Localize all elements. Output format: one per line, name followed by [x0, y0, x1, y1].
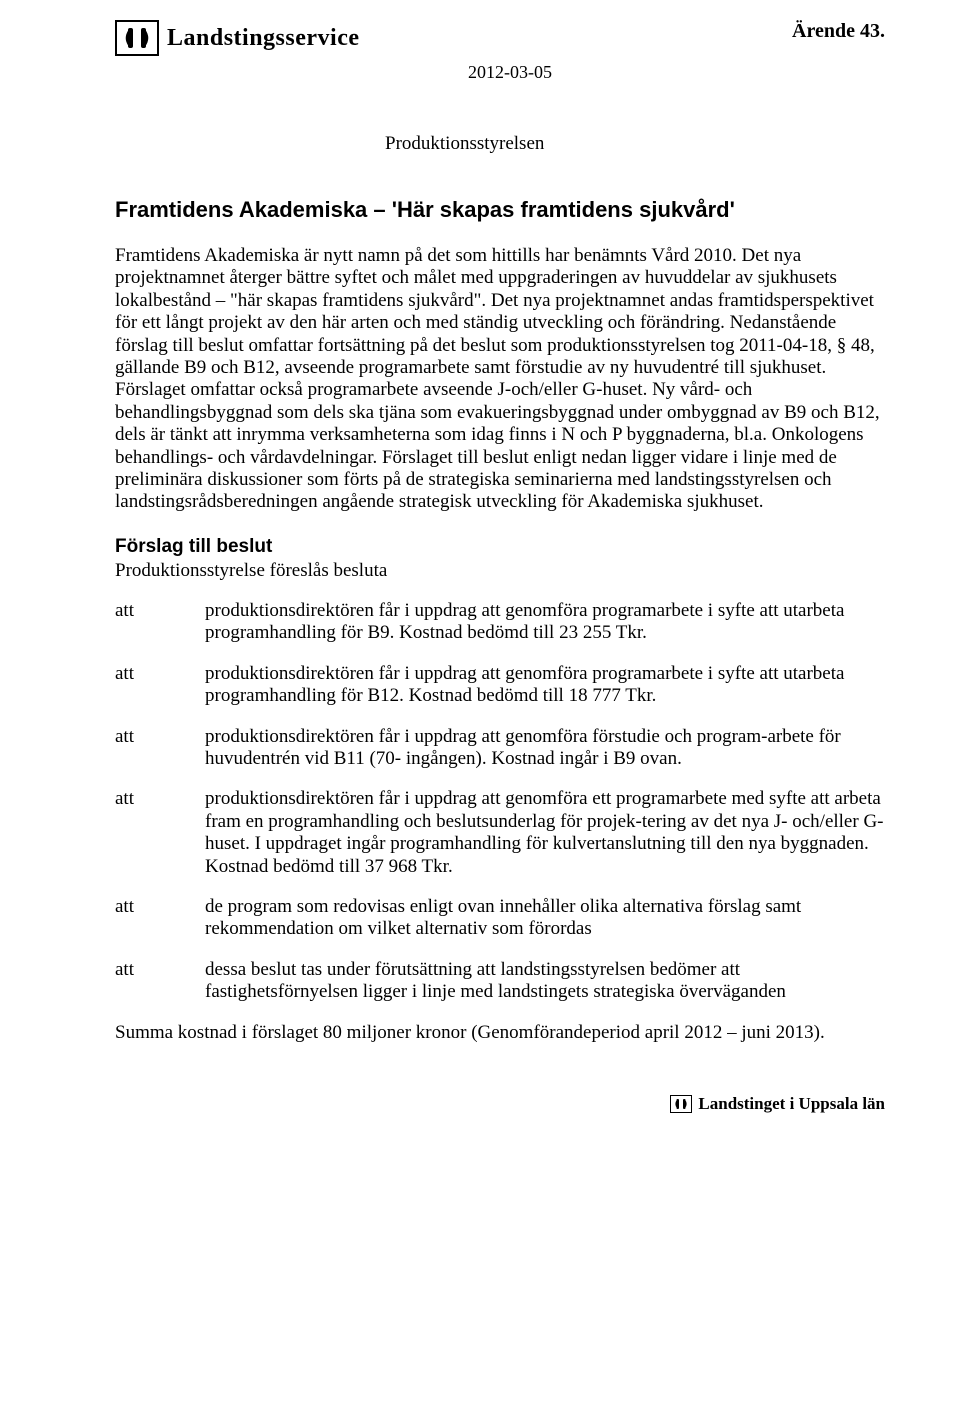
resolution-text: produktionsdirektören får i uppdrag att … [205, 726, 885, 771]
arende-label: Ärende 43. [792, 20, 885, 43]
resolution-key: att [115, 788, 143, 878]
summary-line: Summa kostnad i förslaget 80 miljoner kr… [115, 1022, 885, 1044]
resolution-key: att [115, 959, 143, 1004]
resolution-heading: Förslag till beslut [115, 536, 885, 558]
resolution-item: att produktionsdirektören får i uppdrag … [115, 663, 885, 708]
org-logo-icon [115, 20, 159, 56]
header-row: Landstingsservice Ärende 43. [115, 20, 885, 56]
footer: Landstinget i Uppsala län [115, 1094, 885, 1115]
resolution-intro: Produktionsstyrelse föreslås besluta [115, 560, 885, 582]
resolution-key: att [115, 896, 143, 941]
resolution-item: att dessa beslut tas under förutsättning… [115, 959, 885, 1004]
resolution-text: produktionsdirektören får i uppdrag att … [205, 788, 885, 878]
footer-text: Landstinget i Uppsala län [698, 1094, 885, 1114]
footer-logo-icon [670, 1095, 692, 1113]
resolution-key: att [115, 663, 143, 708]
body-paragraph: Framtidens Akademiska är nytt namn på de… [115, 245, 885, 514]
resolution-item: att de program som redovisas enligt ovan… [115, 896, 885, 941]
resolution-text: dessa beslut tas under förutsättning att… [205, 959, 885, 1004]
org-logo-block: Landstingsservice [115, 20, 360, 56]
footer-logo: Landstinget i Uppsala län [670, 1094, 885, 1114]
resolution-item: att produktionsdirektören får i uppdrag … [115, 600, 885, 645]
resolution-item: att produktionsdirektören får i uppdrag … [115, 788, 885, 878]
recipient: Produktionsstyrelsen [385, 133, 885, 155]
resolution-text: de program som redovisas enligt ovan inn… [205, 896, 885, 941]
resolution-key: att [115, 600, 143, 645]
resolution-text: produktionsdirektören får i uppdrag att … [205, 663, 885, 708]
resolution-key: att [115, 726, 143, 771]
org-name: Landstingsservice [167, 25, 360, 52]
page-title: Framtidens Akademiska – 'Här skapas fram… [115, 197, 885, 223]
document-date: 2012-03-05 [135, 62, 885, 83]
resolution-item: att produktionsdirektören får i uppdrag … [115, 726, 885, 771]
resolution-text: produktionsdirektören får i uppdrag att … [205, 600, 885, 645]
